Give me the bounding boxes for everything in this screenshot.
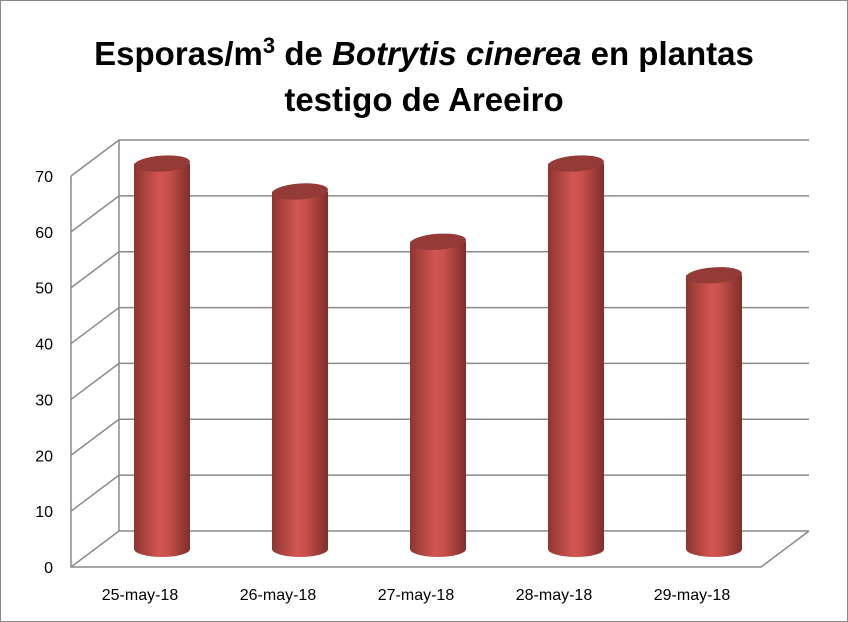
chart-title: Esporas/m3 de Botrytis cinerea en planta… — [1, 23, 847, 123]
title-text: de — [275, 35, 333, 72]
y-tick-label: 60 — [35, 225, 53, 242]
y-tick-label: 40 — [35, 337, 53, 354]
y-tick-label: 50 — [35, 281, 53, 298]
bar — [134, 163, 190, 558]
y-tick-label: 30 — [35, 392, 53, 409]
axis-floor — [70, 176, 810, 568]
bar — [686, 275, 742, 557]
x-tick-label: 25-may-18 — [102, 587, 179, 604]
title-superscript: 3 — [262, 33, 276, 58]
title-line2: testigo de Areeiro — [284, 81, 564, 118]
gridline — [70, 139, 809, 177]
title-text: en plantas — [581, 35, 754, 72]
bar — [272, 191, 328, 557]
title-species: Botrytis cinerea — [332, 35, 582, 72]
bar — [410, 241, 466, 558]
bar-top — [134, 155, 190, 172]
bar — [548, 163, 604, 558]
x-tick-label: 28-may-18 — [516, 587, 593, 604]
y-tick-label: 70 — [35, 169, 53, 186]
y-tick-label: 10 — [35, 504, 53, 521]
x-tick-label: 26-may-18 — [240, 587, 317, 604]
title-text: Esporas/m — [94, 35, 263, 72]
x-tick-label: 29-may-18 — [654, 587, 731, 604]
y-tick-label: 20 — [35, 448, 53, 465]
bar-top — [272, 183, 328, 200]
bar-top — [686, 267, 742, 284]
bar-top — [410, 233, 466, 251]
x-tick-label: 27-may-18 — [378, 587, 455, 604]
y-tick-label: 0 — [44, 560, 53, 577]
bar-top — [548, 155, 604, 172]
